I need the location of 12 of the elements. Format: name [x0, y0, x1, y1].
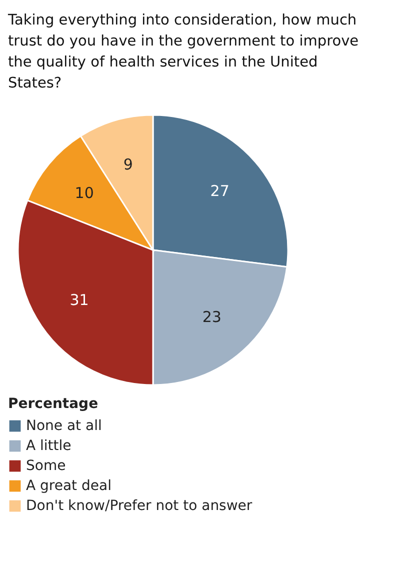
legend-label: Some — [26, 458, 66, 474]
legend-label: Don't know/Prefer not to answer — [26, 498, 252, 514]
data-label: 9 — [123, 155, 133, 174]
legend-label: A great deal — [26, 478, 112, 494]
legend-title: Percentage — [8, 396, 98, 412]
data-label: 27 — [210, 182, 230, 200]
chart-title: Taking everything into consideration, how much trust do you have in the government to improve the quality of health services in the United States? — [7, 12, 359, 92]
data-label: 23 — [202, 308, 222, 326]
data-label: 10 — [74, 184, 94, 202]
legend-label: A little — [26, 438, 72, 454]
data-label: 31 — [70, 291, 89, 310]
legend-label: None at all — [26, 418, 102, 434]
